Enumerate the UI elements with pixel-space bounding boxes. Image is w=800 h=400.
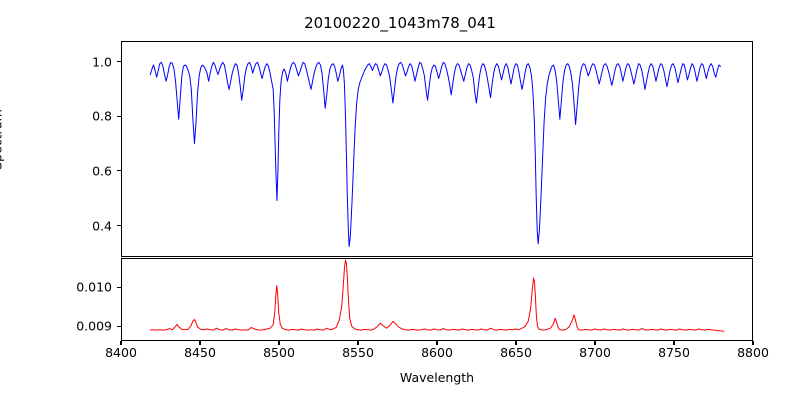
x-ticklabel: 8800 [737,345,769,360]
spectrum-y-ticklabel: 0.6 [92,163,112,179]
spectrum-y-ticklabel: 0.8 [92,108,112,124]
error-y-axis-label: Error [0,248,2,348]
x-ticklabel: 8650 [500,345,532,360]
error-axes [121,258,753,341]
spectrum-y-tickmark [117,115,121,117]
spectrum-plot-area [122,42,752,256]
x-axis-label: Wavelength [399,370,475,385]
error-plot-area [122,259,752,340]
x-ticklabel: 8550 [342,345,374,360]
x-ticklabel: 8400 [105,345,137,360]
x-ticklabel: 8500 [263,345,295,360]
spectrum-y-tickmark [117,225,121,227]
x-tickmark [515,341,517,345]
spectrum-y-axis-label: Spectrum [0,109,5,170]
spectrum-line [150,62,720,246]
x-ticklabel: 8600 [421,345,453,360]
x-tickmark [752,341,754,345]
spectrum-y-tickmark [117,61,121,63]
x-tickmark [673,341,675,345]
x-tickmark [199,341,201,345]
x-tickmark [278,341,280,345]
spectrum-y-tickmark [117,170,121,172]
x-tickmark [357,341,359,345]
x-ticklabel: 8450 [184,345,216,360]
error-y-tickmark [117,286,121,288]
error-y-tickmark [117,325,121,327]
error-y-ticklabel: 0.010 [76,279,112,295]
error-y-ticklabel: 0.009 [76,318,112,334]
x-ticklabel: 8700 [579,345,611,360]
x-tickmark [594,341,596,345]
error-line [150,260,723,331]
chart-title: 20100220_1043m78_041 [304,14,496,32]
spectrum-y-ticklabel: 1.0 [92,54,112,69]
x-tickmark [120,341,122,345]
x-ticklabel: 8750 [658,345,690,360]
spectrum-y-ticklabel: 0.4 [92,218,112,234]
spectrum-axes [121,41,753,257]
x-tickmark [436,341,438,345]
